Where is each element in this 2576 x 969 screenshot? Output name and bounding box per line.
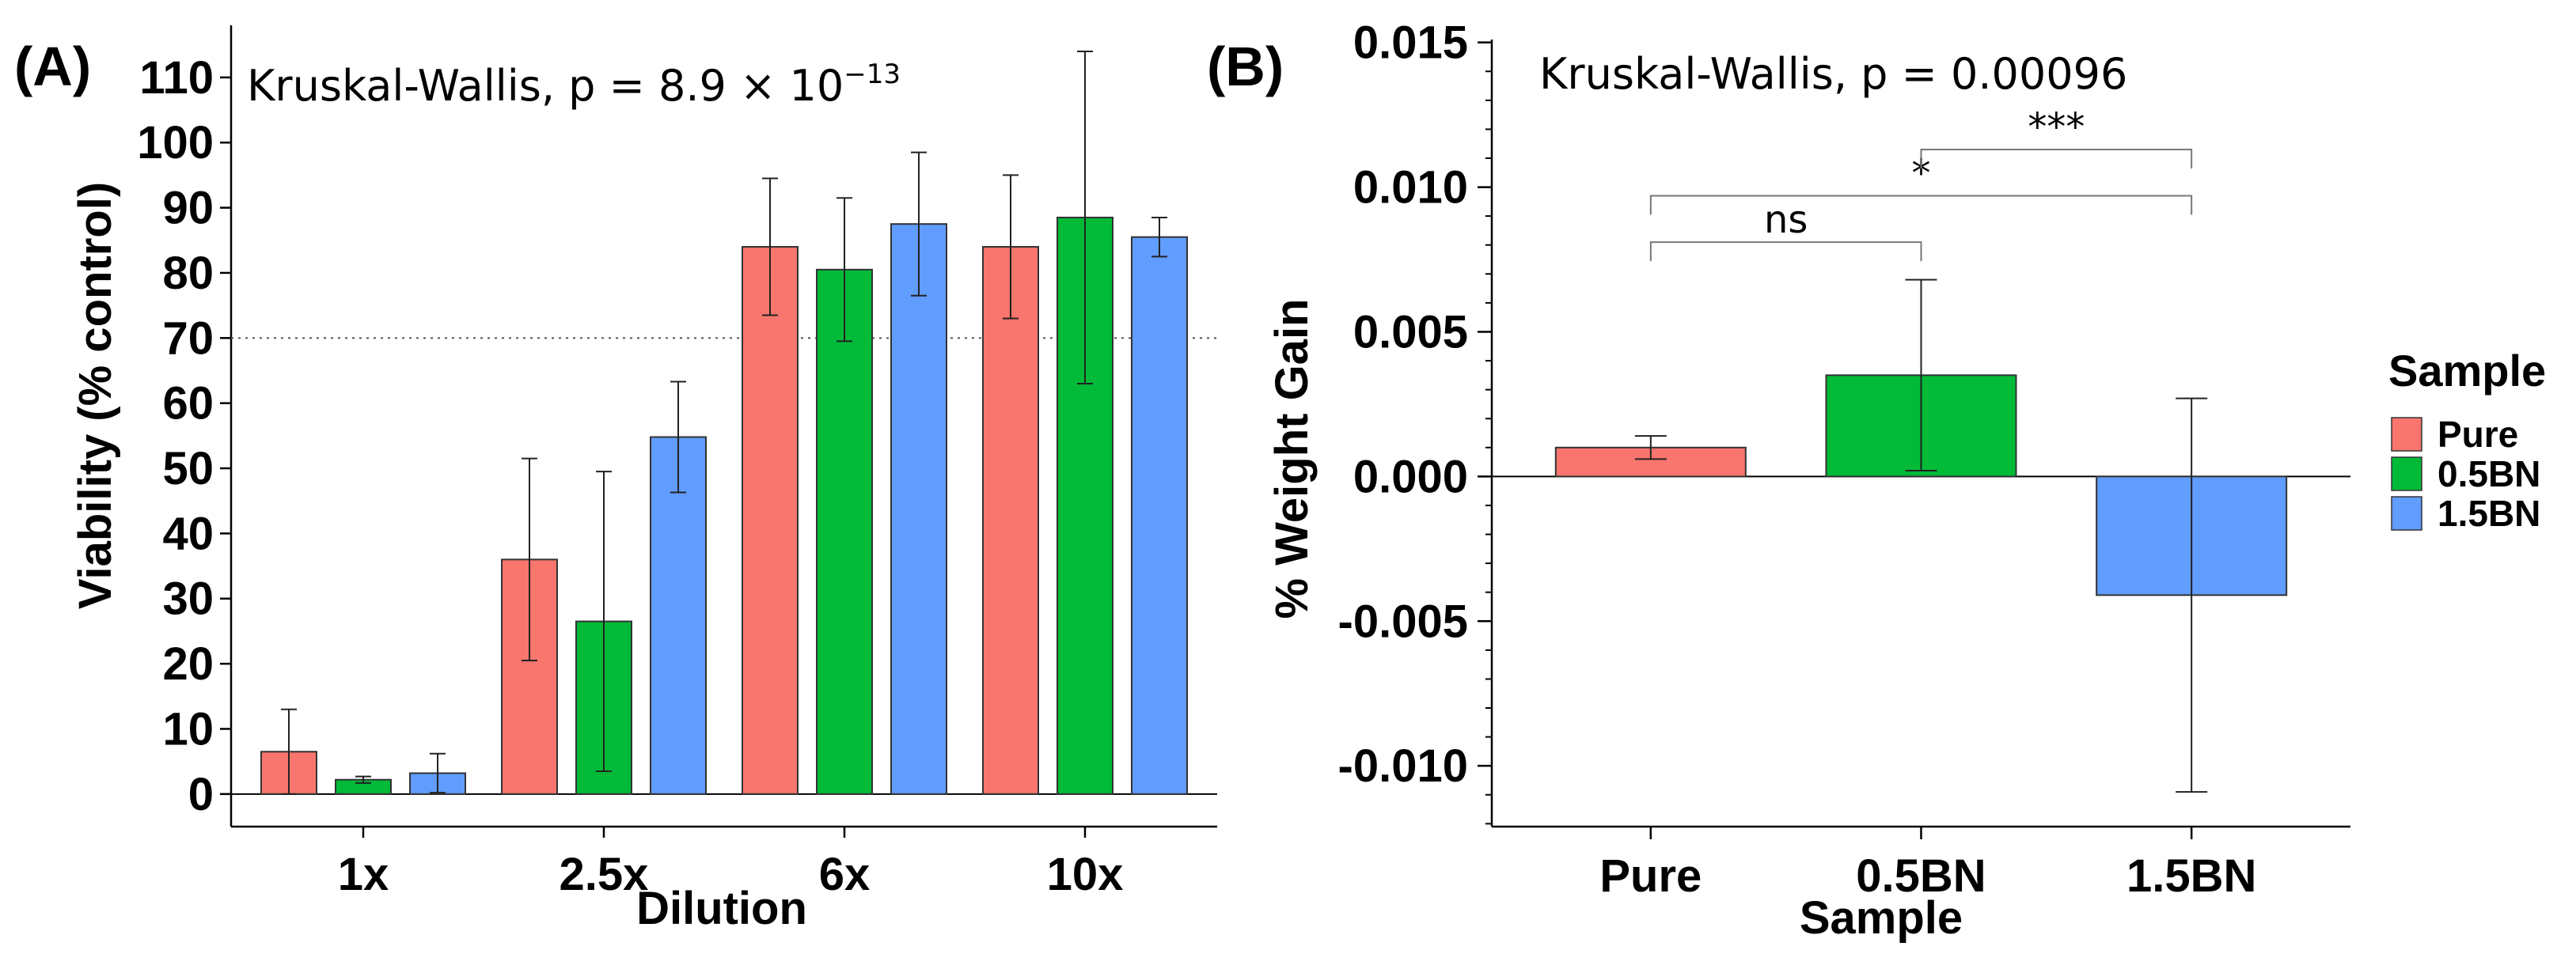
panel-b-y-tick-label: 0.000 <box>1353 451 1468 502</box>
panel-a-label: (A) <box>14 36 91 97</box>
significance-label: ns <box>1764 198 1808 242</box>
bar-pure-6x <box>742 246 799 795</box>
panel-b-plot: -0.010 -0.005 0.000 0.005 0.010 0.015 Pure 0.5B… <box>1338 17 2350 902</box>
panel-b-test-annotation: Kruskal-Wallis, p = 0.00096 <box>1539 49 2127 99</box>
panel-a-plot: 0 10 20 30 40 50 60 70 80 90 100 110 1x 2.5x 6x 10x <box>137 25 1217 900</box>
panel-a-y-tick-label: 90 <box>162 183 214 234</box>
panel-a-y-tick-label: 80 <box>162 248 214 299</box>
bar-pure-10x <box>982 246 1039 795</box>
bar-1-5bn-10x <box>1131 236 1188 795</box>
panel-b-label: (B) <box>1207 36 1284 97</box>
panel-a-y-tick-label: 60 <box>162 378 214 430</box>
legend-label-0-5bn: 0.5BN <box>2438 453 2540 494</box>
legend-title: Sample <box>2388 346 2546 396</box>
panel-b-x-axis-title: Sample <box>1800 892 1963 944</box>
panel-b-y-tick-label: -0.005 <box>1338 596 1468 647</box>
panel-b-x-tick-label: 0.5BN <box>1856 850 1986 902</box>
bar-1-5bn-2-5x <box>650 436 707 795</box>
panel-a-x-tick-label: 10x <box>1047 849 1124 900</box>
panel-b-x-tick-label: 1.5BN <box>2126 850 2256 902</box>
panel-a-y-tick-label: 30 <box>162 573 214 625</box>
legend-swatch-pure <box>2391 417 2422 452</box>
panel-b-y-tick-label: 0.005 <box>1353 306 1468 358</box>
panel-a-x-tick-label: 1x <box>338 849 389 900</box>
significance-bracket-pure-1-5bn <box>1649 195 2193 215</box>
significance-label: *** <box>2028 105 2085 150</box>
bar-0-5bn-6x <box>816 268 873 795</box>
legend-label-1-5bn: 1.5BN <box>2438 493 2540 534</box>
panel-b-y-axis-title: % Weight Gain <box>1266 299 1318 619</box>
panel-a-x-tick-label: 2.5x <box>560 849 649 900</box>
panel-a-y-tick-label: 100 <box>137 117 214 168</box>
panel-a-x-axis-title: Dilution <box>636 883 807 934</box>
panel-a-test-annotation: Kruskal-Wallis, p = 8.9 × 10−13 <box>247 59 901 111</box>
panel-a-y-tick-label: 40 <box>162 508 214 559</box>
panel-a-y-tick-label: 20 <box>162 638 214 690</box>
panel-a-y-tick-label: 10 <box>162 703 214 755</box>
panel-b-y-tick-label: 0.015 <box>1353 17 1468 69</box>
significance-bracket-0-5bn-1-5bn <box>1920 149 2193 169</box>
panel-b-y-tick-label: 0.010 <box>1353 162 1468 214</box>
legend-swatch-1-5bn <box>2391 496 2422 531</box>
panel-a-y-tick-label: 70 <box>162 312 214 364</box>
legend-swatch-0-5bn <box>2391 456 2422 491</box>
panel-b-x-tick-label: Pure <box>1599 850 1702 902</box>
panel-a-x-tick-label: 6x <box>819 849 871 900</box>
significance-bracket-pure-0-5bn <box>1649 241 1922 262</box>
legend-label-pure: Pure <box>2438 414 2518 455</box>
panel-a-y-tick-label: 110 <box>139 52 214 104</box>
panel-a-y-tick-label: 50 <box>162 443 214 494</box>
bar-1-5bn-6x <box>890 223 947 795</box>
panel-b-y-tick-label: -0.010 <box>1338 740 1468 792</box>
panel-a-y-axis-title: Viability (% control) <box>70 182 121 609</box>
panel-a-y-tick-label: 0 <box>188 769 214 820</box>
